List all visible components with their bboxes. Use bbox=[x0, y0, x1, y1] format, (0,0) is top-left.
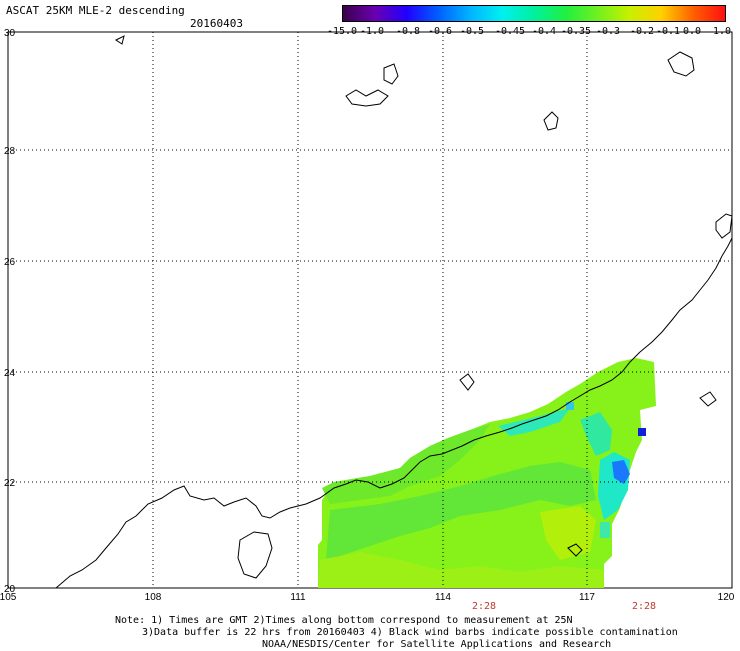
lon-tick-label: 117 bbox=[579, 592, 595, 603]
coastline-mainland bbox=[55, 237, 733, 589]
lon-tick-label: 114 bbox=[435, 592, 451, 603]
lon-tick-label: 111 bbox=[290, 592, 306, 603]
lon-tick-label: 105 bbox=[0, 592, 17, 603]
note-line: NOAA/NESDIS/Center for Satellite Applica… bbox=[262, 639, 612, 650]
coastline-island bbox=[383, 63, 399, 85]
coastline-island bbox=[567, 543, 583, 557]
swath-time-label: 2:28 bbox=[632, 601, 657, 612]
swath-time-label: 2:28 bbox=[472, 601, 497, 612]
swath-shade bbox=[322, 424, 490, 504]
note-line: 3)Data buffer is 22 hrs from 20160403 4)… bbox=[142, 627, 678, 638]
coastline bbox=[55, 35, 733, 589]
coastline-island bbox=[345, 89, 389, 107]
axis-labels: 105 108 111 114 117 120 30 28 26 24 22 2… bbox=[0, 28, 735, 603]
coastline-island bbox=[699, 391, 717, 407]
lat-tick-label: 24 bbox=[4, 368, 16, 379]
product-date: 20160403 bbox=[190, 17, 243, 30]
lat-tick-label: 26 bbox=[4, 257, 16, 268]
coastline-island bbox=[715, 213, 733, 239]
swath-pixel bbox=[600, 522, 610, 538]
lon-tick-label: 108 bbox=[145, 592, 162, 603]
wind-swath bbox=[318, 358, 656, 588]
coastline-island bbox=[459, 373, 475, 391]
coastline-island bbox=[543, 111, 559, 131]
lon-tick-label: 120 bbox=[718, 592, 735, 603]
colorbar-fill bbox=[343, 6, 725, 21]
swath-shade bbox=[540, 506, 596, 560]
swath-shade bbox=[326, 462, 596, 560]
lat-tick-label: 22 bbox=[4, 478, 16, 489]
note-line: Note: 1) Times are GMT 2)Times along bot… bbox=[115, 615, 573, 626]
lat-tick-label: 20 bbox=[4, 584, 16, 595]
coastline-island bbox=[667, 51, 695, 77]
swath-shade bbox=[318, 552, 604, 588]
swath-shade bbox=[580, 412, 612, 456]
coastline-island bbox=[115, 35, 125, 45]
swath-shade bbox=[612, 460, 630, 484]
swath-pixel bbox=[638, 428, 646, 436]
colorbar-gradient bbox=[343, 6, 725, 21]
lat-tick-label: 28 bbox=[4, 146, 16, 157]
coastline-island bbox=[237, 531, 273, 579]
lat-tick-label: 30 bbox=[4, 28, 16, 39]
product-title: ASCAT 25KM MLE-2 descending bbox=[6, 4, 185, 17]
colorbar bbox=[342, 5, 726, 22]
swath-pixel bbox=[566, 402, 574, 410]
swath-shade bbox=[498, 408, 570, 436]
gridlines bbox=[8, 32, 732, 588]
